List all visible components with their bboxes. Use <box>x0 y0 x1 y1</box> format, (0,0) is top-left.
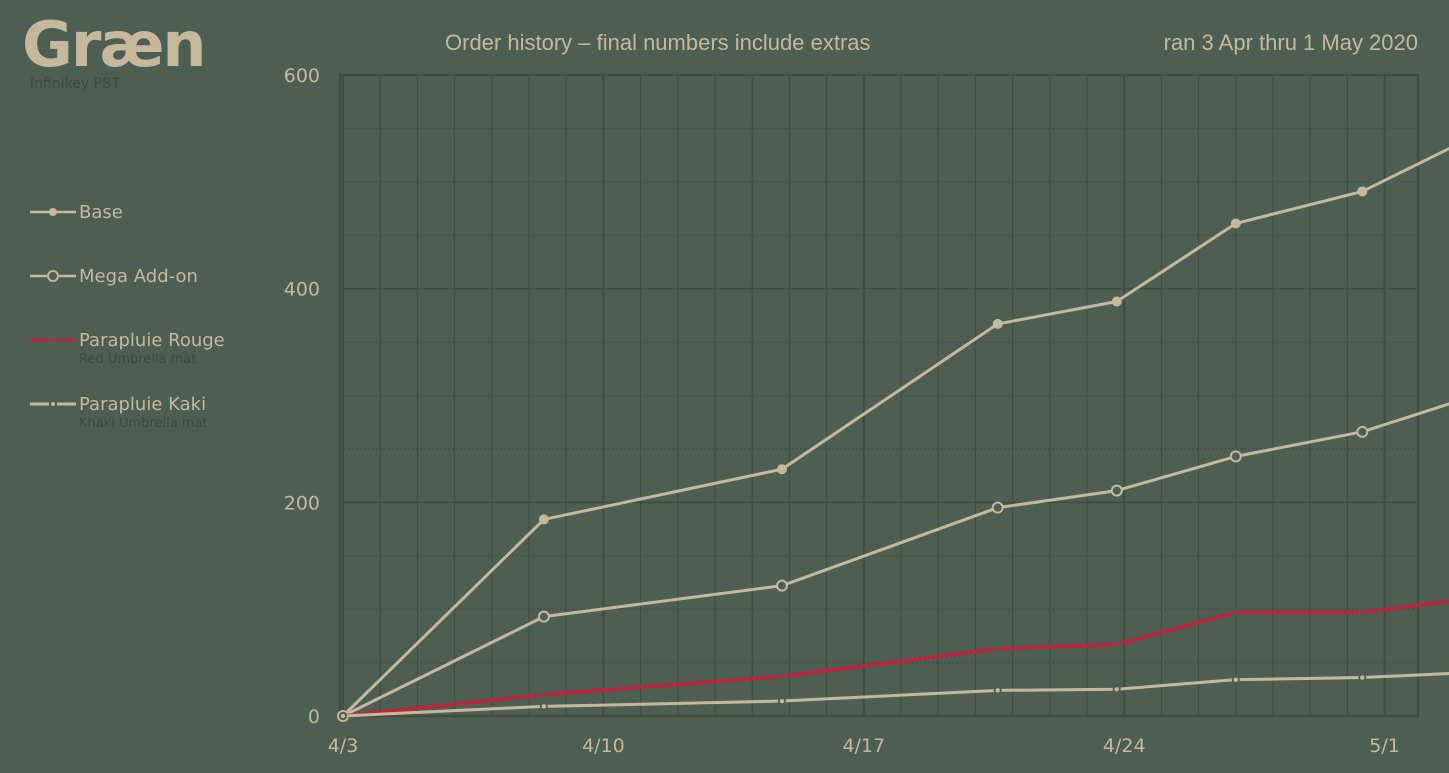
data-point <box>1357 186 1368 197</box>
chart-title: Order history – final numbers include ex… <box>445 30 871 55</box>
data-point <box>1360 610 1365 615</box>
data-point <box>1111 296 1122 307</box>
y-tick-label: 400 <box>284 279 320 301</box>
data-point <box>1360 675 1365 680</box>
chart-date-range: ran 3 Apr thru 1 May 2020 <box>1163 30 1418 55</box>
series-line <box>341 146 1449 718</box>
series-line <box>342 672 1449 718</box>
series-parapluie-kaki <box>339 672 1449 720</box>
legend-sublabel: Khaki Umbrella mat <box>79 416 208 431</box>
y-tick-label: 600 <box>284 65 320 87</box>
data-point <box>1229 450 1242 463</box>
y-tick-label: 200 <box>284 492 320 514</box>
y-tick-label: 0 <box>308 706 320 728</box>
open-circle-line-icon <box>30 270 76 282</box>
legend-item-parapluie-kaki: Parapluie Kaki Khaki Umbrella mat <box>30 392 270 456</box>
data-point <box>541 704 547 709</box>
brand-name: Græn <box>22 8 207 81</box>
legend-label: Parapluie Rouge <box>79 330 225 351</box>
brand-subtitle: Infinikey PBT <box>30 76 121 92</box>
legend-item-base: Base <box>30 200 270 264</box>
legend-label: Mega Add-on <box>79 266 198 287</box>
legend-label: Parapluie Kaki <box>79 394 207 415</box>
data-point <box>779 698 785 704</box>
data-point <box>1356 425 1369 438</box>
red-dot-line-icon <box>30 338 76 342</box>
data-point <box>1114 687 1119 692</box>
x-tick-label: 4/17 <box>842 735 885 757</box>
legend-label: Base <box>79 202 123 223</box>
data-point <box>541 692 547 697</box>
series-line <box>342 599 1449 718</box>
data-point <box>1114 642 1119 647</box>
chart-legend: Base Mega Add-on Parapluie Rouge Red Umb… <box>30 200 270 456</box>
legend-item-parapluie-rouge: Parapluie Rouge Red Umbrella mat <box>30 328 270 392</box>
data-point <box>340 713 346 719</box>
x-tick-label: 5/1 <box>1369 735 1400 757</box>
data-point <box>538 514 549 525</box>
filled-dot-line-icon <box>30 208 76 216</box>
data-point <box>1110 484 1123 497</box>
data-point <box>537 610 550 623</box>
plot-frame <box>338 73 1420 718</box>
x-tick-label: 4/24 <box>1103 735 1146 757</box>
chart-series <box>337 146 1449 722</box>
series-base <box>338 146 1449 721</box>
axis-tick-labels: 0 200 400 600 4/3 4/10 4/17 4/24 5/1 <box>284 65 1400 757</box>
data-point <box>776 464 787 475</box>
data-point <box>992 318 1003 329</box>
legend-sublabel: Red Umbrella mat <box>79 352 197 367</box>
data-point <box>1233 677 1239 682</box>
khaki-dot-line-icon <box>30 402 76 406</box>
data-point <box>779 674 785 679</box>
data-point <box>995 688 1000 693</box>
data-point <box>995 646 1000 651</box>
series-line <box>342 402 1449 718</box>
data-point <box>991 501 1004 514</box>
chart-grid <box>338 73 1420 718</box>
brand-logo: Græn Infinikey PBT <box>22 8 207 93</box>
data-point <box>775 579 788 592</box>
series-parapluie-rouge <box>339 599 1449 720</box>
data-point <box>1230 218 1241 229</box>
legend-item-mega-add-on: Mega Add-on <box>30 264 270 328</box>
x-tick-label: 4/3 <box>328 735 359 757</box>
data-point <box>1233 610 1239 615</box>
x-tick-label: 4/10 <box>582 735 625 757</box>
